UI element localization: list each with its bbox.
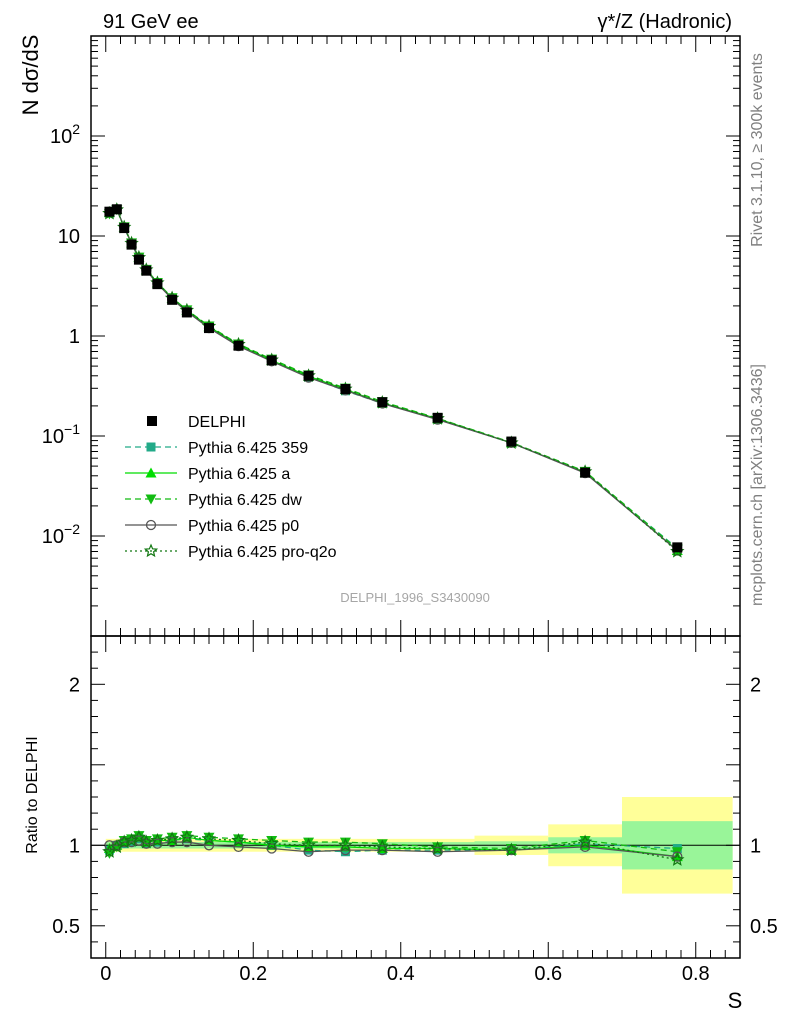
x-tick-label: 0.2 [239,963,267,985]
ratio-point-pythia-6-425-dw [233,834,244,845]
data-point-delphi [204,323,214,334]
x-tick-label: 0.8 [682,963,710,985]
data-point-delphi [152,279,163,290]
ratio-point-pythia-6-425-p0 [672,851,683,862]
ratio-point-pythia-6-425-p0 [152,838,163,849]
data-point-delphi [167,294,178,305]
ratio-y-axis-label: Ratio to DELPHI [24,736,41,853]
legend: DELPHI Pythia 6.425 359 Pythia 6.425 a Pyth… [125,414,337,561]
ratio-point-pythia-6-425-pro-q2o [430,840,445,855]
ratio-point-pythia-6-425-p0 [141,838,152,849]
x-tick-label: 0.4 [387,963,415,985]
ratio-line-pythia-6-425-pro-q2o [109,836,678,861]
main-y-tick-label: 1 [69,326,80,348]
data-point-delphi [104,206,115,217]
ratio-point-pythia-6-425-p0 [233,841,244,853]
chart-title-right: γ*/Z (Hadronic) [598,11,732,33]
ratio-point-pythia-6-425-pro-q2o [131,829,147,844]
ratio-point-pythia-6-425-p0 [166,836,178,848]
ratio-point-pythia-6-425-dw [266,835,278,846]
data-point-delphi [233,340,244,351]
ratio-point-pythia-6-425-p0 [303,846,314,857]
legend-marker-pythia-6-425-359 [146,442,156,452]
data-point-delphi [181,307,192,318]
data-point-delphi [133,254,144,265]
legend-label-pythia-6-425-dw: Pythia 6.425 dw [188,492,302,509]
legend-marker-pythia-6-425-pro-q2o [143,543,159,558]
ratio-point-pythia-6-425-359 [340,847,350,857]
ratio-point-pythia-6-425-dw [303,837,315,848]
legend-marker-pythia-6-425-dw [145,494,157,505]
ratio-point-pythia-6-425-pro-q2o [139,834,154,849]
data-point-delphi [377,397,388,408]
data-point-delphi [580,467,591,478]
data-point-delphi [266,355,277,366]
data-point-delphi [340,384,351,395]
main-y-tick-label: 10−1 [42,421,80,448]
legend-marker-pythia-6-425-p0 [145,519,157,531]
ratio-point-pythia-6-425-pro-q2o [375,839,390,854]
data-point-delphi [111,204,122,215]
ratio-point-pythia-6-425-dw [339,837,351,848]
legend-label-delphi: DELPHI [188,414,246,431]
ratio-point-pythia-6-425-p0 [377,844,388,856]
ratio-point-pythia-6-425-p0 [432,846,443,857]
ratio-y-tick-label-left: 2 [69,674,80,696]
main-y-tick-label: 10 [58,226,80,248]
legend-label-pythia-6-425-a: Pythia 6.425 a [188,466,290,483]
ratio-point-pythia-6-425-dw [181,831,193,842]
ratio-point-pythia-6-425-p0 [203,840,215,851]
data-point-delphi [432,412,443,423]
main-y-tick-label: 10−2 [42,521,80,548]
x-axis-label: S [728,988,743,1013]
legend-label-pythia-6-425-pro-q2o: Pythia 6.425 pro-q2o [188,544,337,561]
legend-marker-pythia-6-425-a [145,467,157,478]
ratio-y-tick-label-left: 1 [69,835,80,857]
ratio-point-pythia-6-425-pro-q2o [670,852,685,866]
legend-label-pythia-6-425-p0: Pythia 6.425 p0 [188,518,299,535]
data-point-delphi [672,542,683,553]
ratio-point-pythia-6-425-dw [203,832,215,843]
ratio-point-pythia-6-425-dw [579,835,591,846]
ratio-y-tick-label-right: 2 [750,674,761,696]
main-y-axis-label: N dσ/dS [18,35,43,116]
ratio-point-pythia-6-425-pro-q2o [577,834,593,849]
side-label-rivet: Rivet 3.1.10, ≥ 300k events [749,53,766,247]
ratio-point-pythia-6-425-dw [376,839,388,850]
data-point-delphi [126,239,137,250]
ratio-point-pythia-6-425-p0 [181,836,193,848]
ratio-point-pythia-6-425-pro-q2o [150,832,165,847]
analysis-label: DELPHI_1996_S3430090 [340,590,490,605]
ratio-point-pythia-6-425-pro-q2o [231,832,246,847]
ratio-point-pythia-6-425-pro-q2o [504,842,519,857]
ratio-y-tick-label-right: 1 [750,835,761,857]
ratio-point-pythia-6-425-pro-q2o [338,837,353,852]
side-label-mcplots: mcplots.cern.ch [arXiv:1306.3436] [749,364,766,606]
x-tick-label: 0 [100,963,111,985]
chart-title-left: 91 GeV ee [103,11,199,33]
legend-label-pythia-6-425-359: Pythia 6.425 359 [188,440,308,457]
ratio-point-pythia-6-425-pro-q2o [301,837,316,852]
data-point-delphi [119,223,130,234]
ratio-point-pythia-6-425-pro-q2o [201,831,217,845]
x-tick-label: 0.6 [534,963,562,985]
ratio-point-pythia-6-425-pro-q2o [264,836,279,850]
data-point-delphi [303,370,314,381]
ratio-point-pythia-6-425-p0 [266,843,277,854]
legend-marker-delphi [147,416,157,426]
ratio-y-tick-label-right: 0.5 [750,916,778,938]
ratio-point-pythia-6-425-pro-q2o [179,829,195,844]
data-point-delphi [141,265,152,276]
main-y-tick-label: 102 [50,121,80,148]
data-point-delphi [506,436,517,447]
ratio-y-tick-label-left: 0.5 [52,916,80,938]
ratio-point-pythia-6-425-pro-q2o [164,831,180,845]
